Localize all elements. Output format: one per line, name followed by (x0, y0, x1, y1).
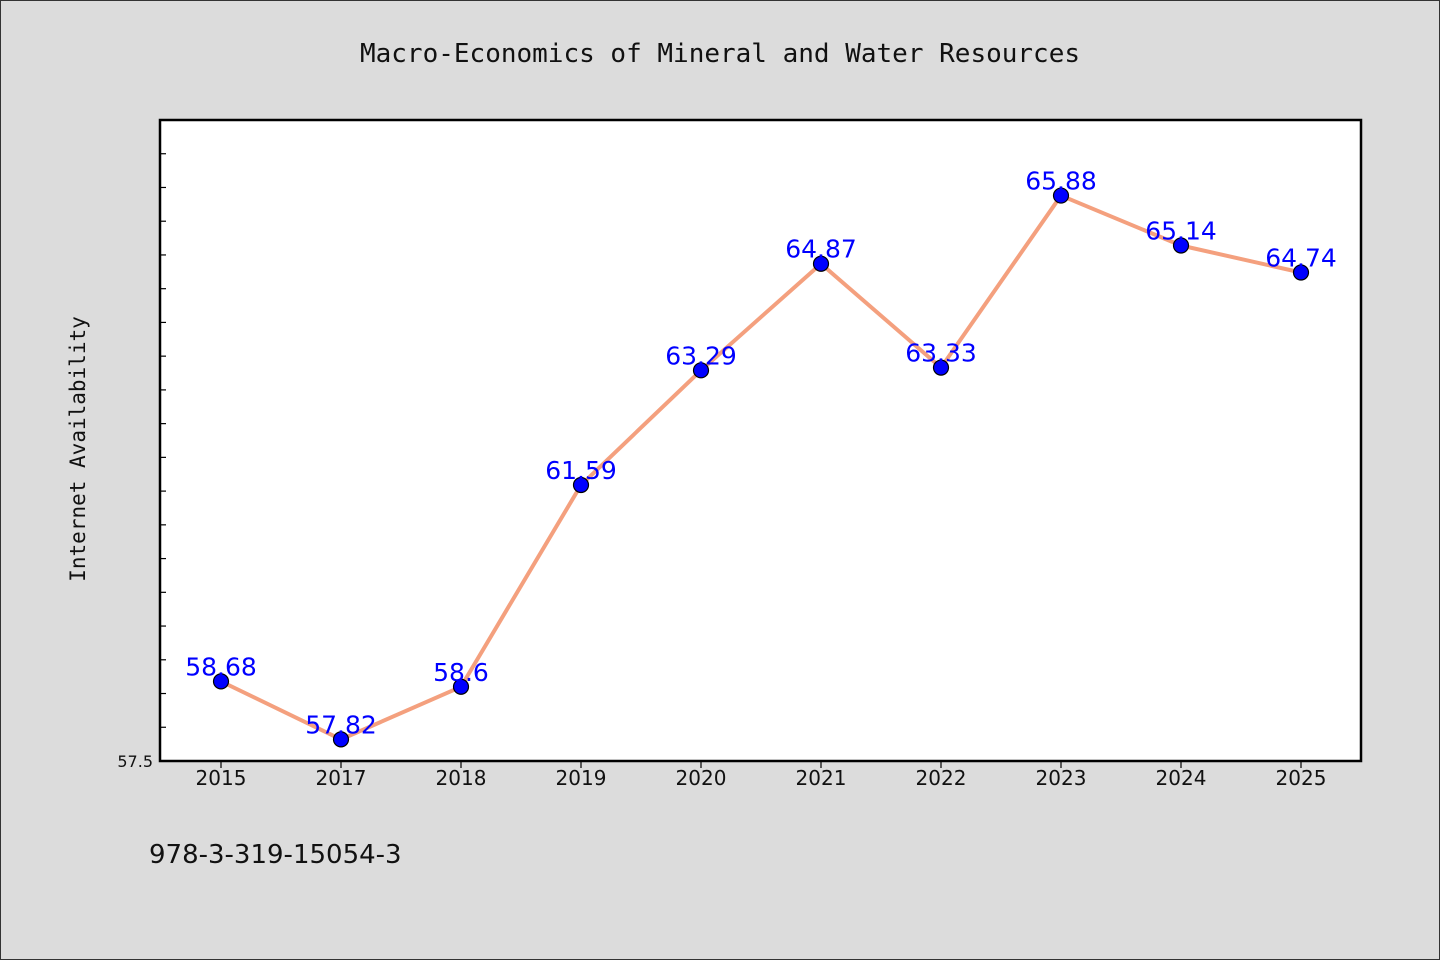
data-labels: 58.68 57.82 58.6 61.59 63.29 64.87 63.33 65.88 6… (185, 167, 1337, 740)
x-tick-label: 2020 (676, 766, 727, 790)
data-point (212, 673, 230, 690)
data-label: 65.88 (1025, 167, 1097, 196)
data-point (1172, 237, 1190, 254)
x-tick-label: 2024 (1156, 766, 1207, 790)
data-point (572, 476, 590, 494)
data-label: 63.33 (905, 339, 977, 368)
data-label: 63.29 (665, 341, 737, 370)
data-markers (212, 187, 1310, 748)
data-label: 64.74 (1265, 243, 1337, 272)
x-axis-ticks: 2015 2017 2018 2019 2020 2021 2022 2023 2024 2025 (196, 761, 1327, 790)
data-label: 57.82 (305, 710, 377, 739)
data-point (452, 678, 470, 695)
x-tick-label: 2025 (1276, 766, 1327, 790)
x-tick-label: 2017 (316, 766, 367, 790)
data-point (932, 359, 950, 376)
data-point (1052, 187, 1070, 204)
data-label: 64.87 (785, 235, 857, 264)
data-label: 58.68 (185, 652, 257, 681)
x-tick-label: 2018 (436, 766, 487, 790)
data-label: 65.14 (1145, 217, 1217, 246)
data-point (1292, 264, 1310, 281)
x-tick-label: 2015 (196, 766, 247, 790)
data-label: 61.59 (545, 456, 617, 485)
isbn-footer: 978-3-319-15054-3 (149, 840, 402, 870)
y-axis-label: Internet Availability (66, 316, 90, 582)
series-line-group (220, 193, 1302, 742)
data-point (812, 255, 830, 272)
plot-frame (158, 118, 1363, 763)
series-line (220, 193, 1302, 742)
x-tick-label: 2021 (796, 766, 847, 790)
data-label: 58.6 (433, 658, 489, 687)
data-point (692, 362, 710, 379)
x-tick-label: 2019 (556, 766, 607, 790)
plot-area (160, 120, 1361, 761)
x-tick-label: 2022 (916, 766, 967, 790)
chart-title: Macro-Economics of Mineral and Water Res… (360, 39, 1080, 69)
data-point (332, 731, 350, 748)
x-tick-label: 2023 (1036, 766, 1087, 790)
y-tick-label: 57.5 (117, 752, 153, 771)
